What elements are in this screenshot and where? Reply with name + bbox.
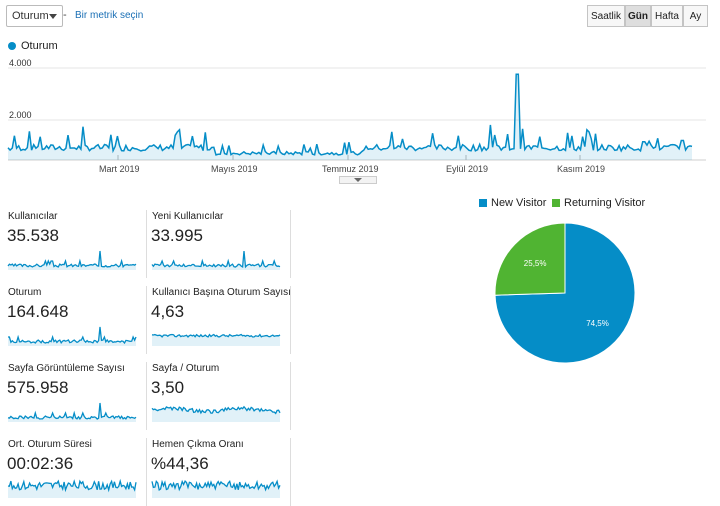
metric-value: %44,36 [151, 454, 209, 473]
metric-sparkline [151, 405, 281, 422]
sparkline-line [7, 402, 137, 421]
main-line-chart[interactable] [0, 0, 720, 180]
granularity-day-button[interactable]: Gün [625, 5, 651, 27]
metric-label: Kullanıcı Başına Oturum Sayısı [152, 287, 291, 298]
metric-value: 575.958 [7, 378, 69, 397]
sparkline-line [8, 326, 137, 345]
x-tick-mayis: Mayıs 2019 [211, 164, 258, 174]
legend-swatch-returning-visitor [552, 199, 560, 207]
metric-label: Ort. Oturum Süresi [8, 439, 92, 450]
main-series-line [7, 73, 693, 157]
sparkline-line [151, 405, 281, 415]
legend-returning-visitor[interactable]: Returning Visitor [564, 197, 646, 209]
metric-select-value: Oturum [12, 10, 49, 22]
metric-sparkline [7, 250, 137, 270]
metric-label: Oturum [8, 287, 42, 298]
visitor-type-pie-chart[interactable]: 74,5% 25,5% [490, 218, 640, 368]
legend-new-visitor[interactable]: New Visitor [491, 197, 547, 209]
sparkline-line [7, 250, 137, 269]
metric-sparkline [151, 479, 281, 498]
metric-card-sessions-per-user[interactable]: Kullanıcı Başına Oturum Sayısı 4,63 [150, 286, 291, 354]
metric-card-pageviews[interactable]: Sayfa Görüntüleme Sayısı 575.958 [6, 362, 147, 430]
legend-swatch-new-visitor [479, 199, 487, 207]
add-metric-link[interactable]: Bir metrik seçin [75, 10, 144, 21]
pie-label-new-visitor: 74,5% [586, 319, 609, 328]
sparkline-area [8, 327, 136, 346]
y-tick-2000: 2.000 [9, 110, 32, 120]
y-tick-4000: 4.000 [9, 58, 32, 68]
sparkline-area [8, 251, 136, 270]
metric-sparkline [151, 250, 281, 270]
x-tick-kasim: Kasım 2019 [557, 164, 606, 174]
metric-card-bounce-rate[interactable]: Hemen Çıkma Oranı %44,36 [150, 438, 291, 506]
sparkline-area [8, 403, 136, 422]
sparkline-area [152, 334, 280, 346]
x-tick-mart: Mart 2019 [99, 164, 140, 174]
sparkline-area [152, 251, 280, 270]
metric-sparkline [7, 478, 137, 498]
metric-select[interactable]: Oturum [6, 5, 63, 27]
metric-value: 4,63 [151, 302, 185, 321]
legend-dot-icon [8, 42, 16, 50]
sparkline-line [151, 250, 281, 269]
x-tick-eylul: Eylül 2019 [446, 164, 489, 174]
metric-label: Yeni Kullanıcılar [152, 211, 224, 222]
metric-card-avg-session-duration[interactable]: Ort. Oturum Süresi 00:02:36 [6, 438, 147, 506]
metric-sparkline [8, 326, 137, 346]
metric-sparkline [151, 333, 281, 346]
sparkline-line [151, 479, 281, 492]
chevron-down-icon [354, 178, 362, 182]
metric-card-users[interactable]: Kullanıcılar 35.538 [6, 210, 147, 278]
x-tick-temmuz: Temmuz 2019 [322, 164, 379, 174]
metric-sparkline [7, 402, 137, 422]
chevron-down-icon [49, 14, 57, 19]
metric-label: Hemen Çıkma Oranı [152, 439, 244, 450]
metric-value: 33.995 [151, 226, 203, 245]
collapse-chart-button[interactable] [339, 176, 377, 184]
metric-card-sessions[interactable]: Oturum 164.648 [6, 286, 147, 354]
sparkline-area [8, 481, 136, 498]
main-chart-legend[interactable]: Oturum [21, 40, 58, 52]
metric-value: 3,50 [151, 378, 185, 397]
main-series-area [8, 74, 692, 160]
granularity-week-button[interactable]: Hafta [651, 5, 683, 27]
sparkline-line [7, 478, 137, 493]
metric-label: Sayfa / Oturum [152, 363, 220, 374]
sparkline-area [152, 406, 280, 422]
sparkline-line [151, 333, 281, 338]
pie-label-returning-visitor: 25,5% [524, 259, 547, 268]
metric-label: Sayfa Görüntüleme Sayısı [8, 363, 125, 374]
granularity-hourly-button[interactable]: Saatlik [587, 5, 625, 27]
metric-separator: - [63, 9, 67, 21]
metric-value: 164.648 [7, 302, 69, 321]
metric-card-new-users[interactable]: Yeni Kullanıcılar 33.995 [150, 210, 291, 278]
granularity-month-button[interactable]: Ay [683, 5, 708, 27]
metric-card-pages-per-session[interactable]: Sayfa / Oturum 3,50 [150, 362, 291, 430]
pie-slice-returning-visitor [494, 222, 566, 296]
metric-label: Kullanıcılar [8, 211, 58, 222]
metric-value: 00:02:36 [7, 454, 74, 473]
metric-value: 35.538 [7, 226, 59, 245]
